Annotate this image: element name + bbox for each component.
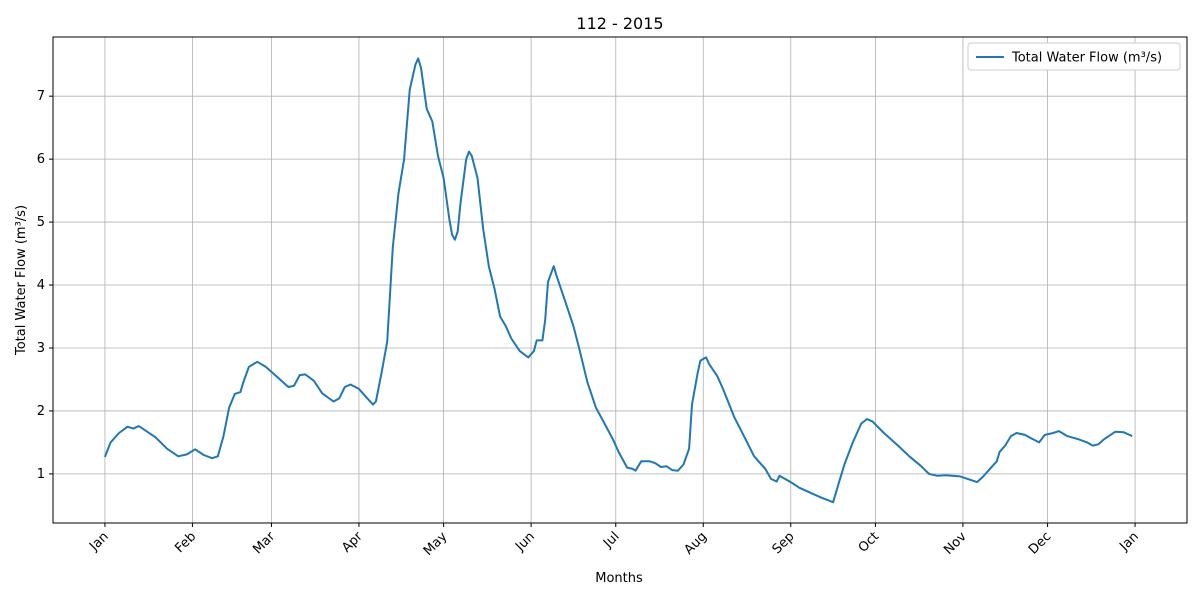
y-tick-label: 3: [37, 341, 45, 356]
legend-box: [967, 42, 1181, 71]
x-tick-label: Apr: [339, 529, 366, 556]
x-tick-label: Sep: [770, 529, 798, 557]
x-axis-label: Months: [595, 571, 643, 586]
x-tick-label: Aug: [682, 529, 711, 558]
y-axis-label: Total Water Flow (m³/s): [14, 205, 29, 356]
y-tick-label: 5: [37, 215, 45, 230]
y-tick-label: 4: [37, 278, 45, 293]
x-tick-label: Nov: [941, 529, 970, 558]
x-tick-label: May: [421, 529, 451, 559]
y-tick-label: 6: [37, 152, 45, 167]
legend: Total Water Flow (m³/s): [967, 42, 1181, 71]
legend-label: Total Water Flow (m³/s): [1011, 51, 1162, 66]
plot-frame: [52, 36, 1188, 524]
x-tick-label: Dec: [1026, 529, 1054, 557]
y-tick-label: 1: [37, 467, 45, 482]
x-tick-label: Feb: [172, 529, 199, 556]
data-line: [103, 57, 1133, 504]
x-tick-label: Mar: [250, 529, 278, 557]
chart-title: 112 - 2015: [576, 14, 663, 33]
x-tick-label: Jan: [86, 529, 111, 554]
x-tick-label: Jan: [1116, 529, 1141, 554]
x-tick-label: Jul: [600, 529, 622, 551]
x-tick-label: Oct: [856, 529, 883, 556]
y-tick-label: 2: [37, 404, 45, 419]
x-tick-label: Jun: [512, 529, 538, 555]
y-tick-label: 7: [37, 89, 45, 104]
